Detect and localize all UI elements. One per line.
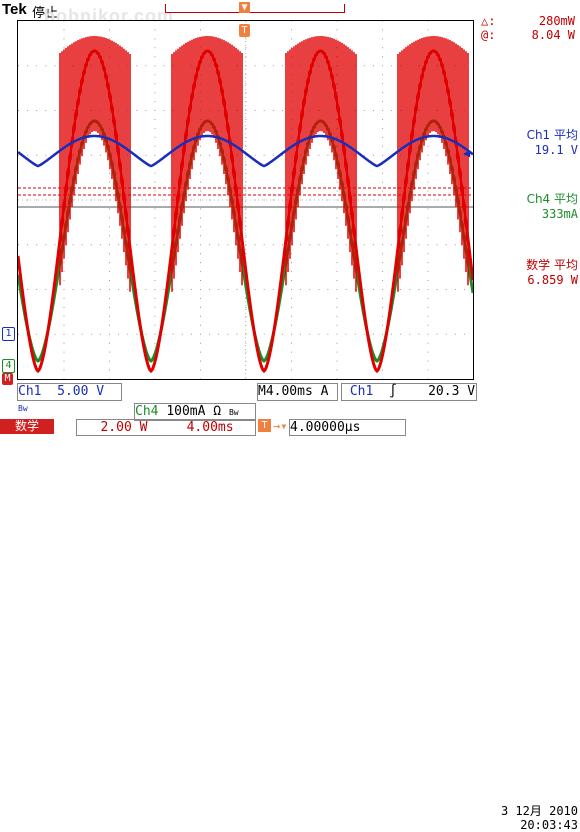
brand-logo: Tek xyxy=(2,1,27,18)
ch1-scale: 5.00 V xyxy=(57,384,105,399)
at-label: @: xyxy=(481,28,496,42)
ch1-bw-limit: Bw xyxy=(18,404,28,413)
ch1-level-arrow-icon: ◀ xyxy=(463,146,471,160)
math-ground-marker[interactable]: M xyxy=(2,373,13,385)
measurement-ch4-value: 333mA xyxy=(541,207,578,221)
measurement-ch1-label: Ch1 平均 xyxy=(526,128,578,142)
ch1-ground-marker[interactable]: 1 xyxy=(2,327,15,341)
waveform-display[interactable] xyxy=(17,20,474,380)
ch1-scale-box[interactable]: Ch1 5.00 V Bw xyxy=(17,383,122,413)
trigger-time-marker[interactable]: T xyxy=(239,24,250,37)
ch4-scale: 100mA Ω xyxy=(166,404,222,419)
trigger-box[interactable]: Ch1 ∫ 20.3 V xyxy=(341,383,477,401)
ch1-name: Ch1 xyxy=(18,384,42,399)
measurement-ch1-value: 19.1 V xyxy=(534,143,578,157)
measurement-math-label: 数学 平均 xyxy=(526,258,578,272)
status-bar-secondary: Ch4 100mA Ω Bw 3 12月 2010 20:03:43 xyxy=(0,401,580,832)
math-burst-noise xyxy=(59,36,469,292)
ch4-name: Ch4 xyxy=(135,404,159,419)
trigger-position-icon[interactable]: ▼ xyxy=(239,2,250,13)
ch4-scale-box[interactable]: Ch4 100mA Ω Bw xyxy=(134,403,256,421)
horizontal-position-box[interactable]: 4.00000µs xyxy=(289,419,406,436)
ch4-ground-marker[interactable]: 4 xyxy=(2,359,15,373)
math-scale: 2.00 W xyxy=(100,420,148,435)
math-label[interactable]: 数学 xyxy=(0,419,54,434)
horizontal-position-value: 4.00000µs xyxy=(290,420,361,435)
date: 3 12月 2010 xyxy=(500,804,578,818)
timebase-prefix: M xyxy=(258,384,266,399)
acquisition-state: 停止 xyxy=(32,6,59,21)
acquisition-mode: A xyxy=(320,384,329,399)
at-value: 8.04 W xyxy=(531,28,575,42)
ch1-waveform xyxy=(18,134,473,168)
record-length-bar xyxy=(165,4,345,13)
delta-value: 280mW xyxy=(538,14,575,28)
status-bar-math: 数学 2.00 W 4.00ms T →▾ 4.00000µs xyxy=(0,418,580,436)
measurement-math-value: 6.859 W xyxy=(527,273,578,287)
math-time: 4.00ms xyxy=(186,420,234,435)
horizontal-position-icon[interactable]: T xyxy=(258,419,271,432)
time: 20:03:43 xyxy=(520,818,578,832)
ch4-bw-limit: Bw xyxy=(228,408,239,417)
trigger-source: Ch1 xyxy=(349,384,374,399)
cursor-readout: △: 280mW @: 8.04 W xyxy=(481,14,575,42)
measurement-ch4[interactable]: Ch4 平均 333mA xyxy=(478,192,578,222)
trigger-slope-icon: ∫ xyxy=(388,384,397,399)
waveform-graticule xyxy=(18,21,473,379)
trigger-level: 20.3 V xyxy=(428,384,476,399)
timebase-value: 4.00ms xyxy=(265,384,313,399)
delta-label: △: xyxy=(481,14,496,28)
timebase-box[interactable]: M4.00ms A xyxy=(257,383,338,401)
horizontal-position-arrow-icon: →▾ xyxy=(273,419,288,433)
math-scale-box[interactable]: 2.00 W 4.00ms xyxy=(76,419,256,436)
measurement-math[interactable]: 数学 平均 6.859 W xyxy=(478,258,578,288)
measurement-ch1[interactable]: Ch1 平均 19.1 V xyxy=(478,128,578,158)
status-bar-primary: Ch1 5.00 V Bw M4.00ms A Ch1 ∫ 20.3 V xyxy=(0,381,580,413)
date-time: 3 12月 2010 20:03:43 xyxy=(470,804,578,832)
measurement-ch4-label: Ch4 平均 xyxy=(526,192,578,206)
